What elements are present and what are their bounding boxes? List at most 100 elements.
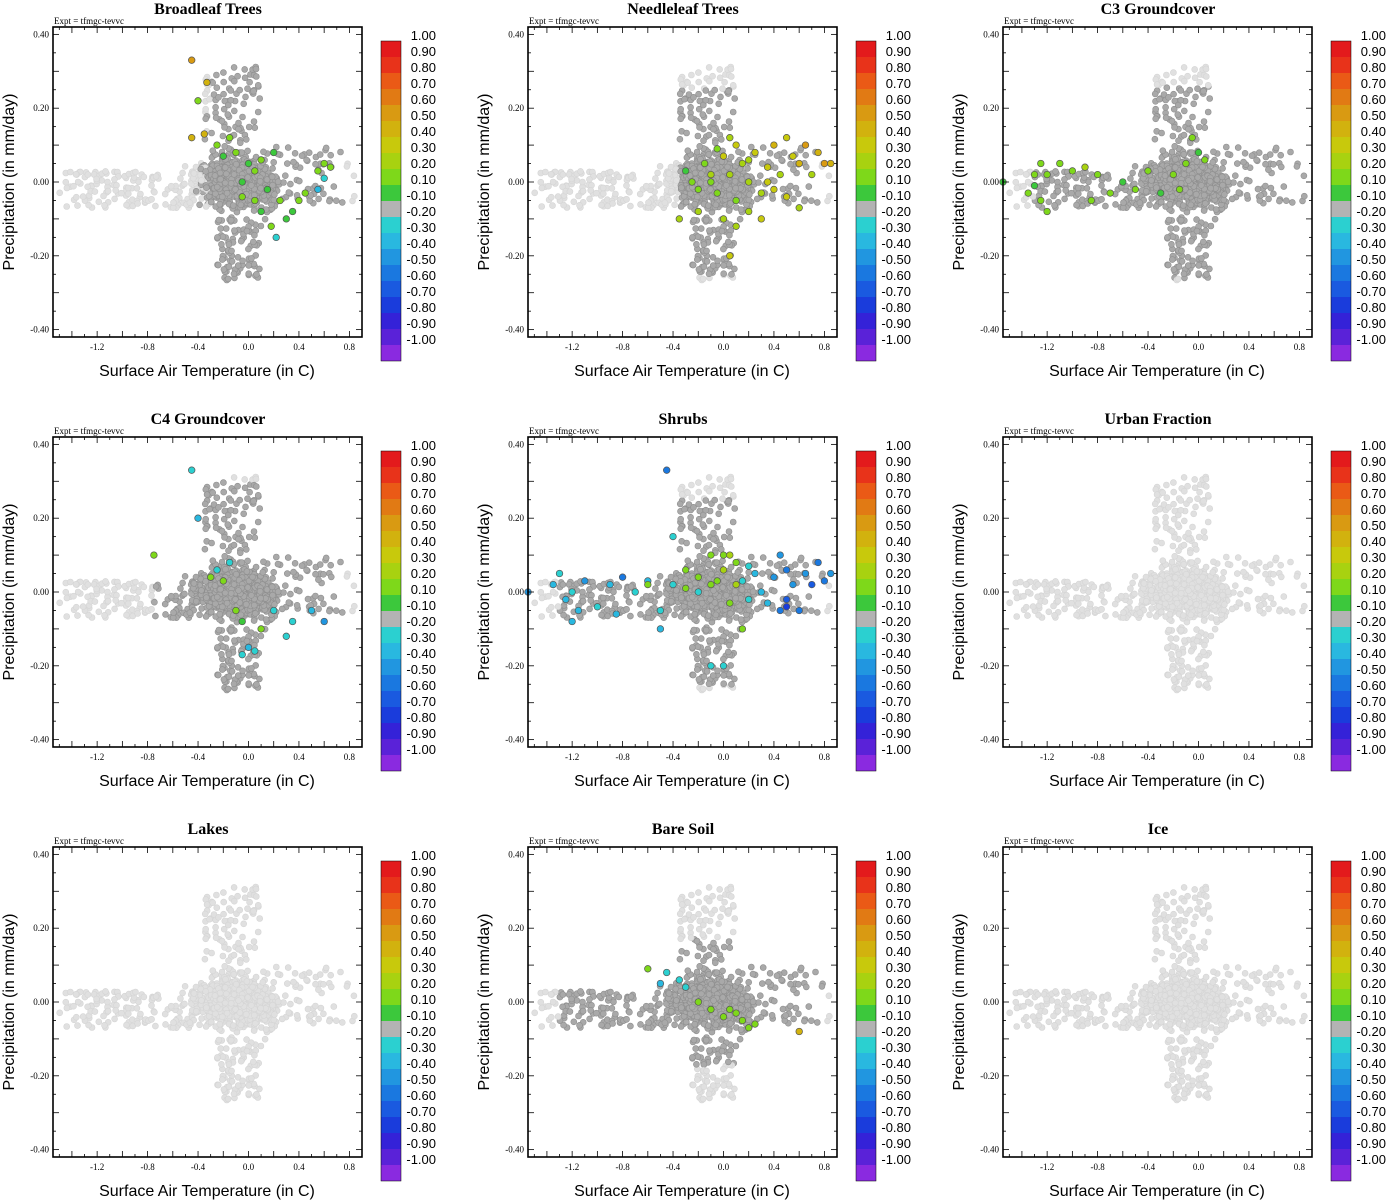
data-point (1180, 131, 1188, 139)
x-tick-label: 0.0 (243, 342, 255, 352)
data-point (731, 178, 739, 185)
data-point (547, 193, 555, 201)
highlight-point (1056, 159, 1064, 168)
data-point (85, 201, 92, 209)
data-point (715, 100, 723, 108)
data-point (711, 86, 719, 94)
data-point (1166, 200, 1174, 208)
data-point (56, 189, 64, 197)
data-point (1163, 71, 1170, 79)
data-point (238, 149, 246, 156)
data-point (209, 79, 216, 86)
data-point (350, 192, 358, 200)
data-point (1200, 238, 1207, 246)
colorbar-label: 0.30 (1361, 140, 1386, 155)
y-tick-label: -0.20 (505, 251, 524, 261)
data-point (1120, 199, 1127, 206)
data-point (268, 173, 276, 181)
data-point (608, 185, 616, 192)
highlight-point (814, 148, 822, 157)
panel-title: C4 Groundcover (151, 411, 266, 428)
data-point (1230, 179, 1237, 186)
colorbar: 1.000.900.800.700.600.500.400.300.200.10… (1330, 28, 1386, 362)
data-point (67, 168, 74, 176)
background-points (531, 63, 833, 284)
data-point (230, 171, 238, 178)
data-point (1198, 255, 1205, 262)
colorbar-swatch (856, 281, 876, 297)
colorbar-swatch (381, 265, 401, 281)
data-point (1156, 95, 1163, 103)
data-point (1195, 245, 1202, 253)
data-point (1098, 182, 1105, 189)
data-point (148, 196, 155, 203)
data-point (726, 231, 733, 239)
data-point (198, 605, 205, 612)
y-tick-label: -0.40 (30, 325, 49, 335)
highlight-point (763, 163, 772, 171)
data-point (687, 104, 694, 111)
highlight-point (770, 185, 778, 194)
highlight-point (782, 134, 791, 142)
data-point (732, 184, 740, 192)
data-point (683, 129, 690, 137)
colorbar-swatch (381, 121, 401, 137)
colorbar-label: 0.20 (1361, 156, 1386, 171)
data-point (261, 215, 269, 223)
colorbar-label: -0.80 (881, 300, 911, 315)
data-point (702, 87, 710, 94)
colorbar-swatch (856, 121, 876, 137)
data-point (1159, 79, 1166, 86)
data-point (726, 200, 734, 207)
data-point (694, 132, 702, 140)
data-point (587, 187, 595, 194)
colorbar-label: 0.80 (411, 60, 436, 75)
data-point (1278, 163, 1285, 171)
x-tick-label: -1.2 (1040, 342, 1054, 352)
data-point (724, 238, 732, 246)
highlight-point (757, 215, 765, 223)
data-point (1223, 143, 1230, 151)
data-point (570, 198, 578, 206)
y-axis-label: Precipitation (in mm/day) (1, 94, 18, 271)
data-point (725, 87, 732, 95)
data-point (787, 182, 794, 190)
data-point (724, 163, 731, 171)
colorbar-label: 0.10 (1361, 172, 1386, 187)
data-point (705, 151, 713, 158)
data-point (251, 231, 258, 239)
data-point (1168, 117, 1176, 125)
data-point (227, 87, 235, 94)
colorbar-label: -0.90 (1356, 316, 1386, 331)
data-point (576, 202, 583, 209)
colorbar: 1.000.900.800.700.600.500.400.300.200.10… (855, 28, 911, 362)
data-point (801, 197, 808, 205)
data-point (1180, 64, 1188, 71)
data-point (245, 270, 252, 278)
data-point (220, 78, 227, 86)
data-point (234, 72, 241, 80)
colorbar-swatch (856, 153, 876, 169)
data-point (1210, 148, 1217, 156)
data-point (677, 203, 685, 210)
data-point (72, 171, 80, 178)
colorbar-label: -0.60 (881, 268, 911, 283)
data-point (697, 225, 705, 232)
colorbar-swatch (381, 281, 401, 297)
data-point (228, 247, 235, 255)
data-point (667, 188, 675, 195)
data-point (202, 105, 209, 113)
data-point (231, 107, 238, 115)
data-point (1148, 195, 1155, 202)
highlight-point (219, 152, 227, 160)
data-point (111, 176, 118, 183)
highlight-point (267, 222, 275, 230)
highlight-point (726, 134, 734, 142)
x-tick-label: -0.4 (191, 342, 206, 352)
data-point (1189, 257, 1196, 265)
data-point (225, 241, 233, 248)
data-point (1265, 195, 1272, 203)
data-point (1102, 202, 1109, 210)
